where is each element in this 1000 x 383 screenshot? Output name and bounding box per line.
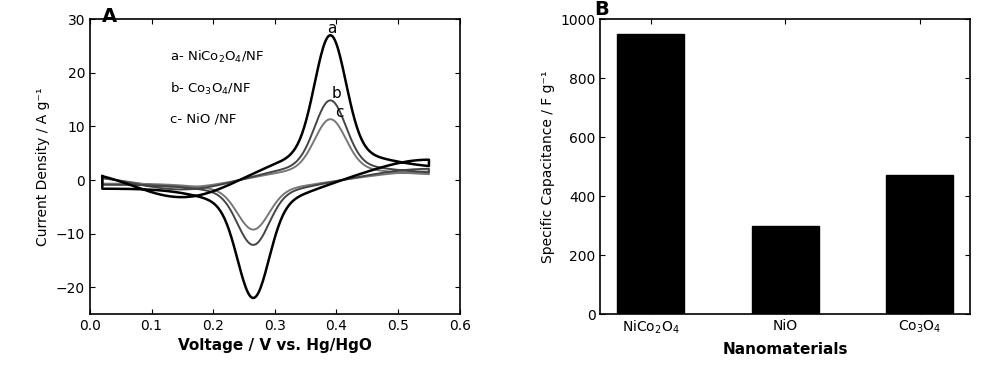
Text: b- Co$_3$O$_4$/NF: b- Co$_3$O$_4$/NF: [170, 81, 251, 97]
Bar: [752, 226, 819, 314]
X-axis label: Nanomaterials: Nanomaterials: [722, 342, 848, 357]
Bar: [886, 175, 953, 314]
X-axis label: Voltage / V vs. Hg/HgO: Voltage / V vs. Hg/HgO: [178, 339, 372, 354]
Text: a- NiCo$_2$O$_4$/NF: a- NiCo$_2$O$_4$/NF: [170, 49, 264, 65]
Text: c: c: [335, 105, 344, 119]
Text: a: a: [327, 21, 337, 36]
Text: A: A: [102, 7, 117, 26]
Text: B: B: [594, 0, 609, 19]
Bar: [617, 34, 684, 314]
Text: b: b: [332, 86, 341, 101]
Y-axis label: Current Density / A g⁻¹: Current Density / A g⁻¹: [36, 87, 50, 246]
Text: c- NiO /NF: c- NiO /NF: [170, 113, 236, 126]
Y-axis label: Specific Capacitance / F g⁻¹: Specific Capacitance / F g⁻¹: [541, 70, 555, 263]
